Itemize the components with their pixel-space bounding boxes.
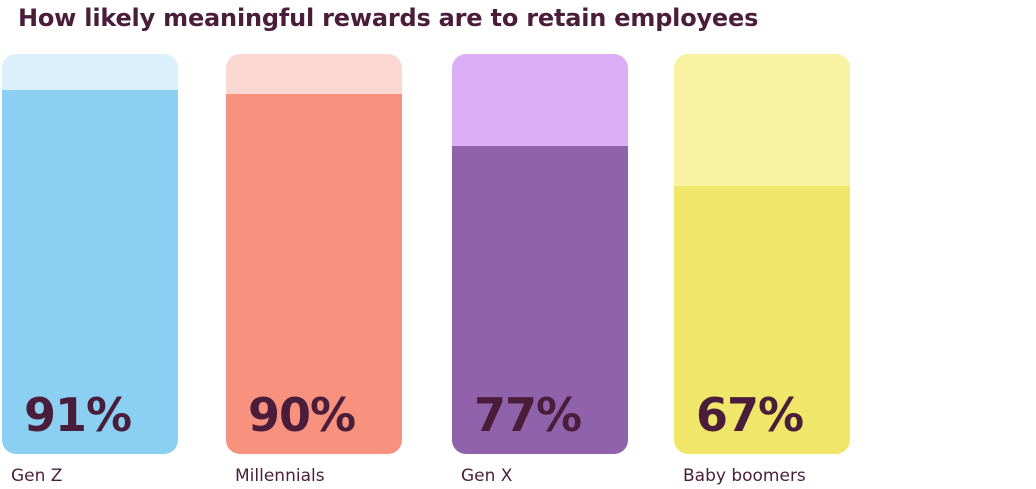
bar-gen-x: 77% [452,54,628,454]
bar-gen-z: 91% [2,54,178,454]
bar-value-label: 91% [24,388,132,442]
bar-value-label: 77% [474,388,582,442]
bar-millennials: 90% [226,54,402,454]
bar-fill [674,186,850,454]
bar-fill [2,90,178,454]
chart-title: How likely meaningful rewards are to ret… [18,4,759,32]
category-label: Gen X [461,466,513,486]
bar-value-label: 90% [248,388,356,442]
bar-fill [226,94,402,454]
category-label: Baby boomers [683,466,806,486]
bar-fill [452,146,628,454]
bar-baby-boomers: 67% [674,54,850,454]
category-label: Gen Z [11,466,63,486]
category-label: Millennials [235,466,325,486]
bar-value-label: 67% [696,388,804,442]
